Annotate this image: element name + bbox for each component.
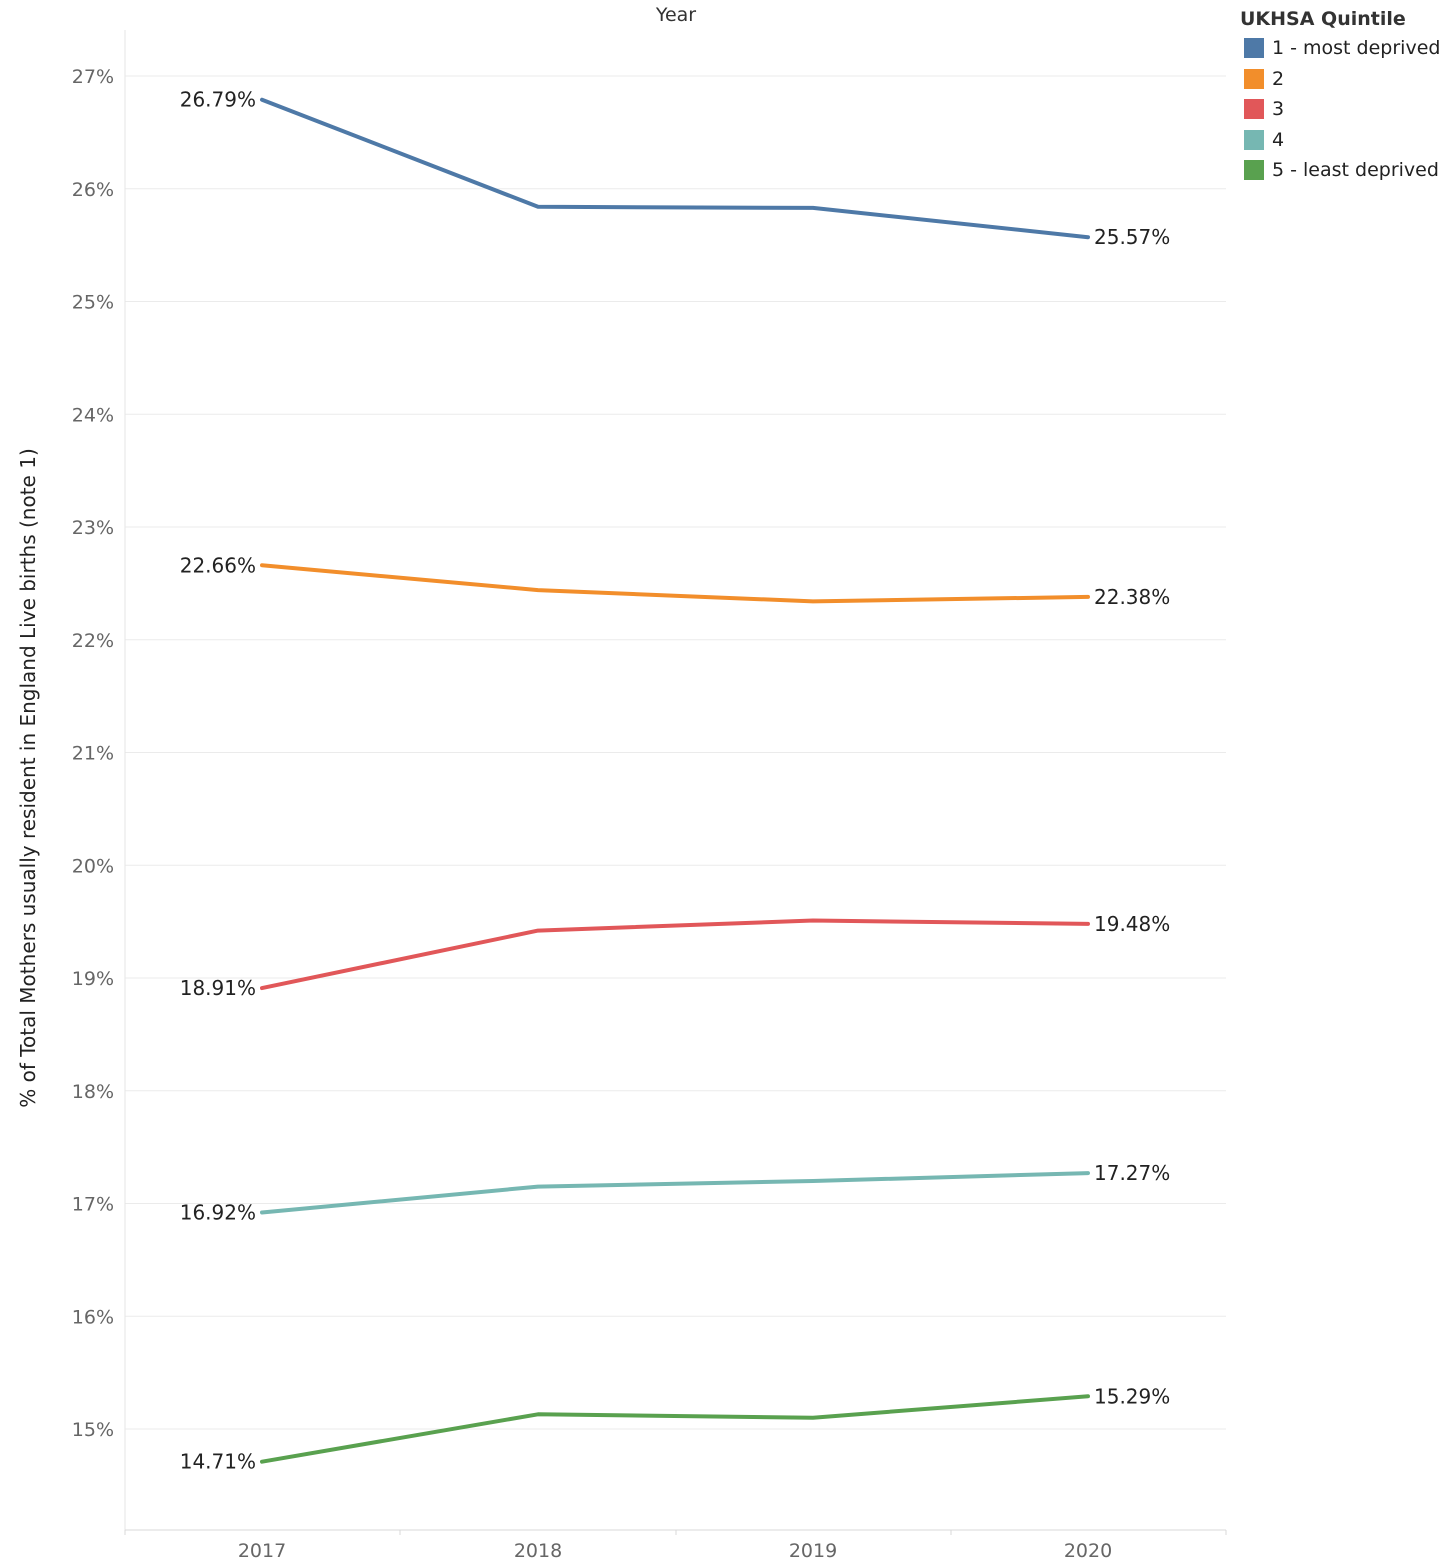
legend-item[interactable]: 1 - most deprived bbox=[1240, 33, 1454, 64]
legend-items: 1 - most deprived 2 3 4 5 - least deprived bbox=[1240, 33, 1454, 186]
legend-item[interactable]: 2 bbox=[1240, 64, 1454, 95]
legend-label: 4 bbox=[1272, 128, 1285, 151]
y-tick-label: 25% bbox=[72, 292, 114, 314]
data-label-end: 22.38% bbox=[1094, 585, 1170, 609]
legend-label: 3 bbox=[1272, 98, 1285, 121]
legend-item[interactable]: 5 - least deprived bbox=[1240, 155, 1454, 186]
legend: UKHSA Quintile 1 - most deprived 2 3 4 5 - l… bbox=[1240, 5, 1454, 186]
y-tick-label: 15% bbox=[72, 1419, 114, 1441]
x-tick-label: 2018 bbox=[514, 1540, 562, 1562]
data-label-start: 22.66% bbox=[180, 553, 256, 577]
legend-label: 5 - least deprived bbox=[1272, 159, 1439, 182]
data-label-start: 14.71% bbox=[180, 1450, 256, 1474]
legend-swatch bbox=[1244, 129, 1264, 150]
x-tick-label: 2017 bbox=[238, 1540, 286, 1562]
legend-swatch bbox=[1244, 160, 1264, 181]
legend-swatch bbox=[1244, 38, 1264, 59]
y-tick-label: 24% bbox=[72, 404, 114, 426]
data-label-end: 19.48% bbox=[1094, 912, 1170, 936]
y-tick-label: 23% bbox=[72, 517, 114, 539]
y-tick-label: 21% bbox=[72, 743, 114, 765]
legend-title: UKHSA Quintile bbox=[1240, 8, 1406, 30]
y-tick-label: 26% bbox=[72, 179, 114, 201]
y-tick-label: 16% bbox=[72, 1306, 114, 1328]
legend-item[interactable]: 3 bbox=[1240, 94, 1454, 125]
x-axis-title: Year bbox=[655, 4, 697, 26]
x-tick-label: 2020 bbox=[1064, 1540, 1112, 1562]
data-label-start: 18.91% bbox=[180, 976, 256, 1000]
series-line bbox=[260, 97, 1090, 240]
y-tick-label: 20% bbox=[72, 855, 114, 877]
legend-swatch bbox=[1244, 68, 1264, 89]
series-line bbox=[260, 1394, 1090, 1464]
y-tick-label: 17% bbox=[72, 1194, 114, 1216]
y-tick-label: 18% bbox=[72, 1081, 114, 1103]
y-tick-label: 19% bbox=[72, 968, 114, 990]
legend-item[interactable]: 4 bbox=[1240, 125, 1454, 156]
legend-swatch bbox=[1244, 99, 1264, 120]
y-tick-label: 27% bbox=[72, 66, 114, 88]
y-tick-label: 22% bbox=[72, 630, 114, 652]
series-line bbox=[260, 918, 1090, 991]
legend-label: 1 - most deprived bbox=[1272, 37, 1441, 60]
series-line bbox=[260, 1171, 1090, 1215]
data-label-start: 16.92% bbox=[180, 1201, 256, 1225]
data-label-end: 17.27% bbox=[1094, 1161, 1170, 1185]
series-line bbox=[260, 563, 1090, 604]
data-label-start: 26.79% bbox=[180, 88, 256, 112]
data-label-end: 15.29% bbox=[1094, 1384, 1170, 1408]
legend-label: 2 bbox=[1272, 67, 1285, 90]
x-tick-label: 2019 bbox=[789, 1540, 837, 1562]
data-label-end: 25.57% bbox=[1094, 225, 1170, 249]
